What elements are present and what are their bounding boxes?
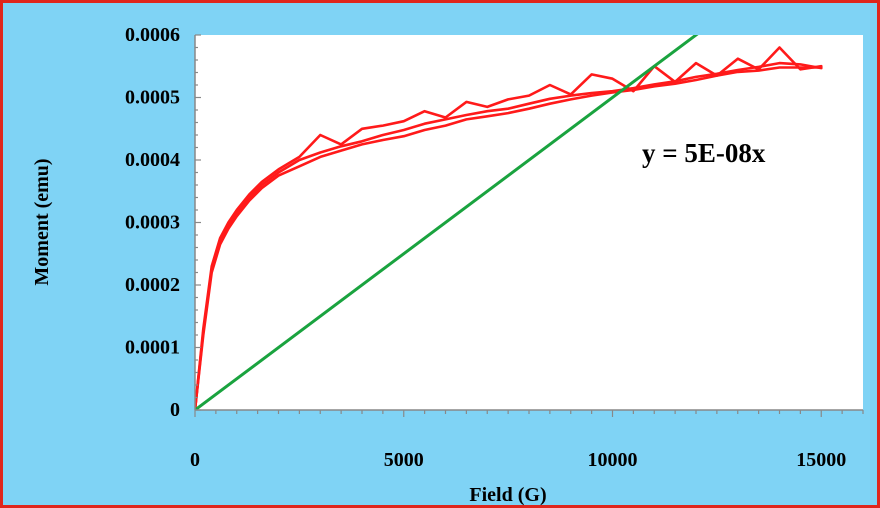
x-tick-label: 0 xyxy=(190,449,200,471)
y-tick-label: 0.0004 xyxy=(125,149,180,171)
y-tick-label: 0.0005 xyxy=(125,87,180,109)
x-axis-title: Field (G) xyxy=(469,484,546,506)
x-tick-label: 15000 xyxy=(796,449,846,471)
equation-annotation: y = 5E-08x xyxy=(642,138,766,168)
y-axis-title: Moment (emu) xyxy=(31,158,53,285)
plot-area xyxy=(195,35,863,410)
y-tick-label: 0.0001 xyxy=(125,337,180,359)
y-tick-label: 0.0002 xyxy=(125,274,180,296)
y-tick-label: 0 xyxy=(170,399,180,421)
y-tick-label: 0.0006 xyxy=(125,24,180,46)
y-tick-label: 0.0003 xyxy=(125,212,180,234)
x-tick-label: 5000 xyxy=(384,449,424,471)
x-tick-label: 10000 xyxy=(588,449,638,471)
